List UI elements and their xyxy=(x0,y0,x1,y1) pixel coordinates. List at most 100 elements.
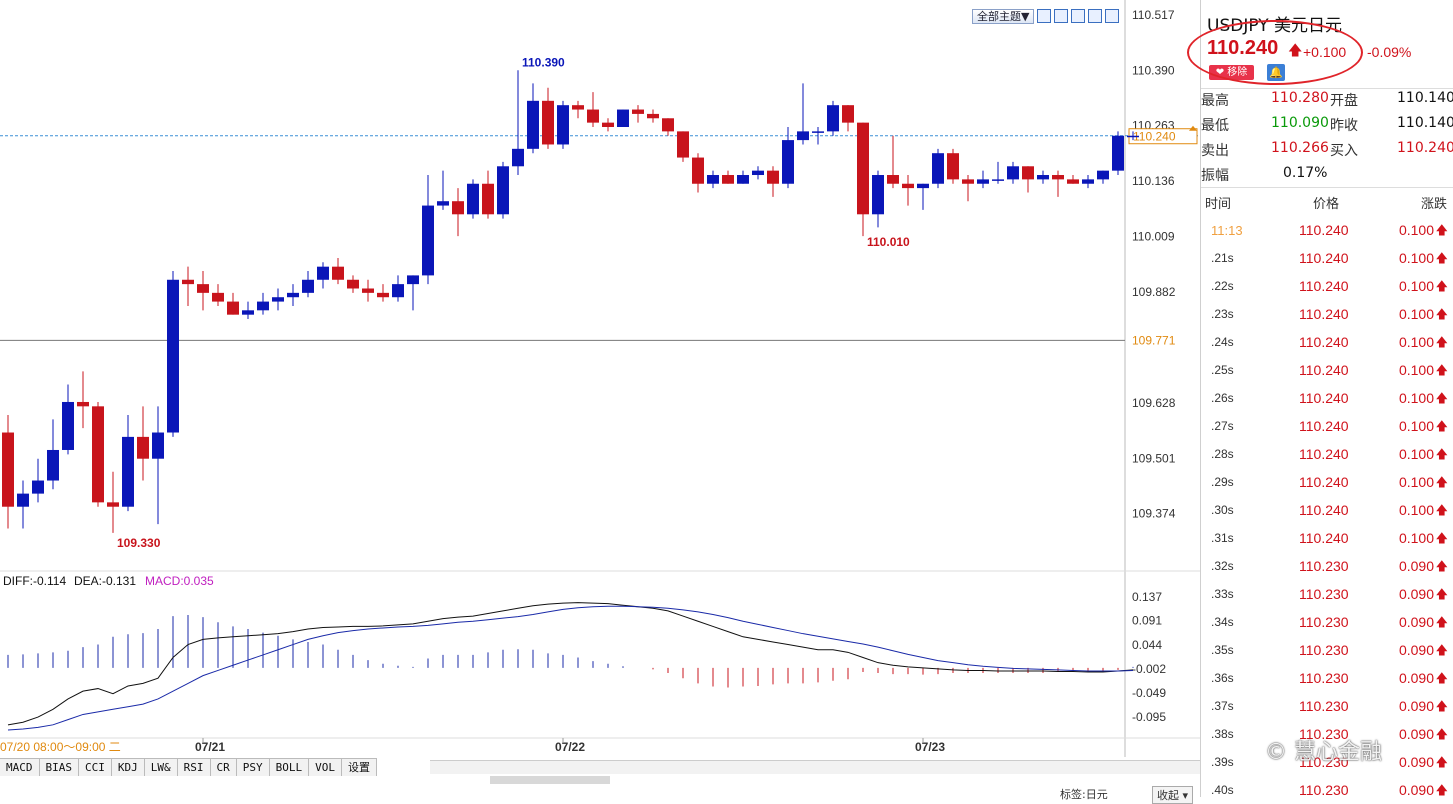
x-axis-label: 07/22 xyxy=(555,740,585,754)
tick-row[interactable]: .34s 110.230 0.090 🡅 xyxy=(1201,608,1453,636)
candle-body xyxy=(407,275,419,285)
expand-icon[interactable] xyxy=(1105,9,1120,23)
indicator-tabs: MACD BIAS CCI KDJ LW& RSI CR PSY BOLL VOL 设置 xyxy=(0,758,377,776)
candle-body xyxy=(902,183,914,189)
tick-row[interactable]: .26s 110.240 0.100 🡅 xyxy=(1201,384,1453,412)
indicator-tab[interactable]: 设置 xyxy=(342,759,377,776)
up-arrow-icon: 🡅 xyxy=(1435,559,1448,573)
candle-body xyxy=(827,105,839,132)
tick-row[interactable]: .39s 110.230 0.090 🡅 xyxy=(1201,748,1453,776)
dea-line xyxy=(7,605,1134,731)
tick-price: 110.230 xyxy=(1299,754,1349,770)
up-arrow-icon: 🡅 xyxy=(1435,587,1448,601)
symbol-title: USDJPY 美元日元 xyxy=(1207,16,1343,36)
candle-body xyxy=(197,284,209,293)
tick-price: 110.240 xyxy=(1299,250,1349,266)
indicator-tab[interactable]: BIAS xyxy=(40,759,79,776)
candle-body xyxy=(512,148,524,167)
up-arrow-icon: 🡅 xyxy=(1435,671,1448,685)
indicator-tab[interactable]: RSI xyxy=(178,759,211,776)
candle-body xyxy=(107,502,119,507)
tick-row[interactable]: .32s 110.230 0.090 🡅 xyxy=(1201,552,1453,580)
chart-area[interactable]: 110.517 110.390 110.263 110.136 110.009 109.8… xyxy=(0,0,1200,804)
zoom-in-icon[interactable] xyxy=(1054,9,1069,23)
tick-row[interactable]: .38s 110.230 0.090 🡅 xyxy=(1201,720,1453,748)
fit-icon[interactable] xyxy=(1088,9,1103,23)
candlestick-chart[interactable]: 110.517110.390110.263110.136110.009109.8… xyxy=(0,0,1200,797)
change-header: 涨跌 xyxy=(1421,197,1448,212)
tick-row[interactable]: .25s 110.240 0.100 🡅 xyxy=(1201,356,1453,384)
indicator-tab[interactable]: LW& xyxy=(145,759,178,776)
tick-row[interactable]: .22s 110.240 0.100 🡅 xyxy=(1201,272,1453,300)
tick-row[interactable]: .21s 110.240 0.100 🡅 xyxy=(1201,244,1453,272)
remove-watchlist-button[interactable]: ❤ 移除 xyxy=(1209,65,1254,80)
collapse-button[interactable]: 收起 ▾ xyxy=(1152,786,1194,804)
open-label: 开盘 xyxy=(1330,93,1358,109)
tick-price: 110.230 xyxy=(1299,614,1349,630)
tick-row[interactable]: .24s 110.240 0.100 🡅 xyxy=(1201,328,1453,356)
candle-body xyxy=(17,493,29,507)
tick-time: .22s xyxy=(1211,279,1234,293)
candle-body xyxy=(242,310,254,315)
tick-change: 0.100 xyxy=(1398,334,1434,350)
indicator-tab[interactable]: VOL xyxy=(309,759,342,776)
tick-row[interactable]: .31s 110.240 0.100 🡅 xyxy=(1201,524,1453,552)
tick-price: 110.230 xyxy=(1299,642,1349,658)
tick-change: 0.100 xyxy=(1398,250,1434,266)
indicator-tab[interactable]: KDJ xyxy=(112,759,145,776)
tick-change: 0.090 xyxy=(1398,754,1434,770)
indicator-tab[interactable]: CCI xyxy=(79,759,112,776)
macd-tick-label: 0.044 xyxy=(1132,638,1162,652)
indicator-tab[interactable]: PSY xyxy=(237,759,270,776)
indicator-tab[interactable]: BOLL xyxy=(270,759,310,776)
candle-body xyxy=(1112,135,1124,171)
zoom-out-icon[interactable] xyxy=(1071,9,1086,23)
indicator-tab[interactable]: CR xyxy=(211,759,237,776)
candle-body xyxy=(977,179,989,184)
tick-row[interactable]: .27s 110.240 0.100 🡅 xyxy=(1201,412,1453,440)
open-value: 110.140 xyxy=(1397,90,1453,106)
tick-time: .39s xyxy=(1211,755,1234,769)
candle-body xyxy=(572,105,584,110)
candle-body xyxy=(2,432,14,507)
crosshair-icon[interactable] xyxy=(1037,9,1052,23)
tick-change: 0.100 xyxy=(1398,446,1434,462)
tick-change: 0.090 xyxy=(1398,726,1434,742)
tick-row[interactable]: .29s 110.240 0.100 🡅 xyxy=(1201,468,1453,496)
macd-tick-label: 0.137 xyxy=(1132,590,1162,604)
scrollbar-handle[interactable] xyxy=(490,776,610,784)
scrollbar-track[interactable] xyxy=(430,760,1200,774)
candle-body xyxy=(272,297,284,302)
candle-body xyxy=(377,292,389,298)
candle-body xyxy=(707,175,719,184)
candle-body xyxy=(737,175,749,184)
tick-row[interactable]: .37s 110.230 0.090 🡅 xyxy=(1201,692,1453,720)
tick-row[interactable]: .40s 110.230 0.090 🡅 xyxy=(1201,776,1453,804)
tick-time: .37s xyxy=(1211,699,1234,713)
candle-body xyxy=(527,100,539,149)
tick-price: 110.240 xyxy=(1299,390,1349,406)
tick-row[interactable]: .28s 110.240 0.100 🡅 xyxy=(1201,440,1453,468)
tick-price: 110.240 xyxy=(1299,418,1349,434)
tick-time: .38s xyxy=(1211,727,1234,741)
candle-body xyxy=(857,122,869,215)
candle-body xyxy=(1022,166,1034,180)
tick-row[interactable]: .23s 110.240 0.100 🡅 xyxy=(1201,300,1453,328)
tick-row[interactable]: .33s 110.230 0.090 🡅 xyxy=(1201,580,1453,608)
candle-body xyxy=(497,166,509,215)
up-arrow-icon: 🡅 xyxy=(1435,447,1448,461)
tick-row[interactable]: .36s 110.230 0.090 🡅 xyxy=(1201,664,1453,692)
up-arrow-icon: 🡅 xyxy=(1435,391,1448,405)
heart-icon: ❤ xyxy=(1215,67,1225,78)
tick-change: 0.090 xyxy=(1398,698,1434,714)
indicator-tab[interactable]: MACD xyxy=(0,759,40,776)
candle-body xyxy=(947,153,959,180)
candle-body xyxy=(1037,175,1049,180)
tick-change: 0.090 xyxy=(1398,782,1434,798)
alert-bell-icon[interactable]: 🔔 xyxy=(1267,64,1285,81)
tick-row[interactable]: 11:13 110.240 0.100 🡅 xyxy=(1201,216,1453,244)
tick-price: 110.240 xyxy=(1299,334,1349,350)
theme-dropdown[interactable]: 全部主题▼ xyxy=(972,8,1035,24)
tick-row[interactable]: .35s 110.230 0.090 🡅 xyxy=(1201,636,1453,664)
tick-row[interactable]: .30s 110.240 0.100 🡅 xyxy=(1201,496,1453,524)
